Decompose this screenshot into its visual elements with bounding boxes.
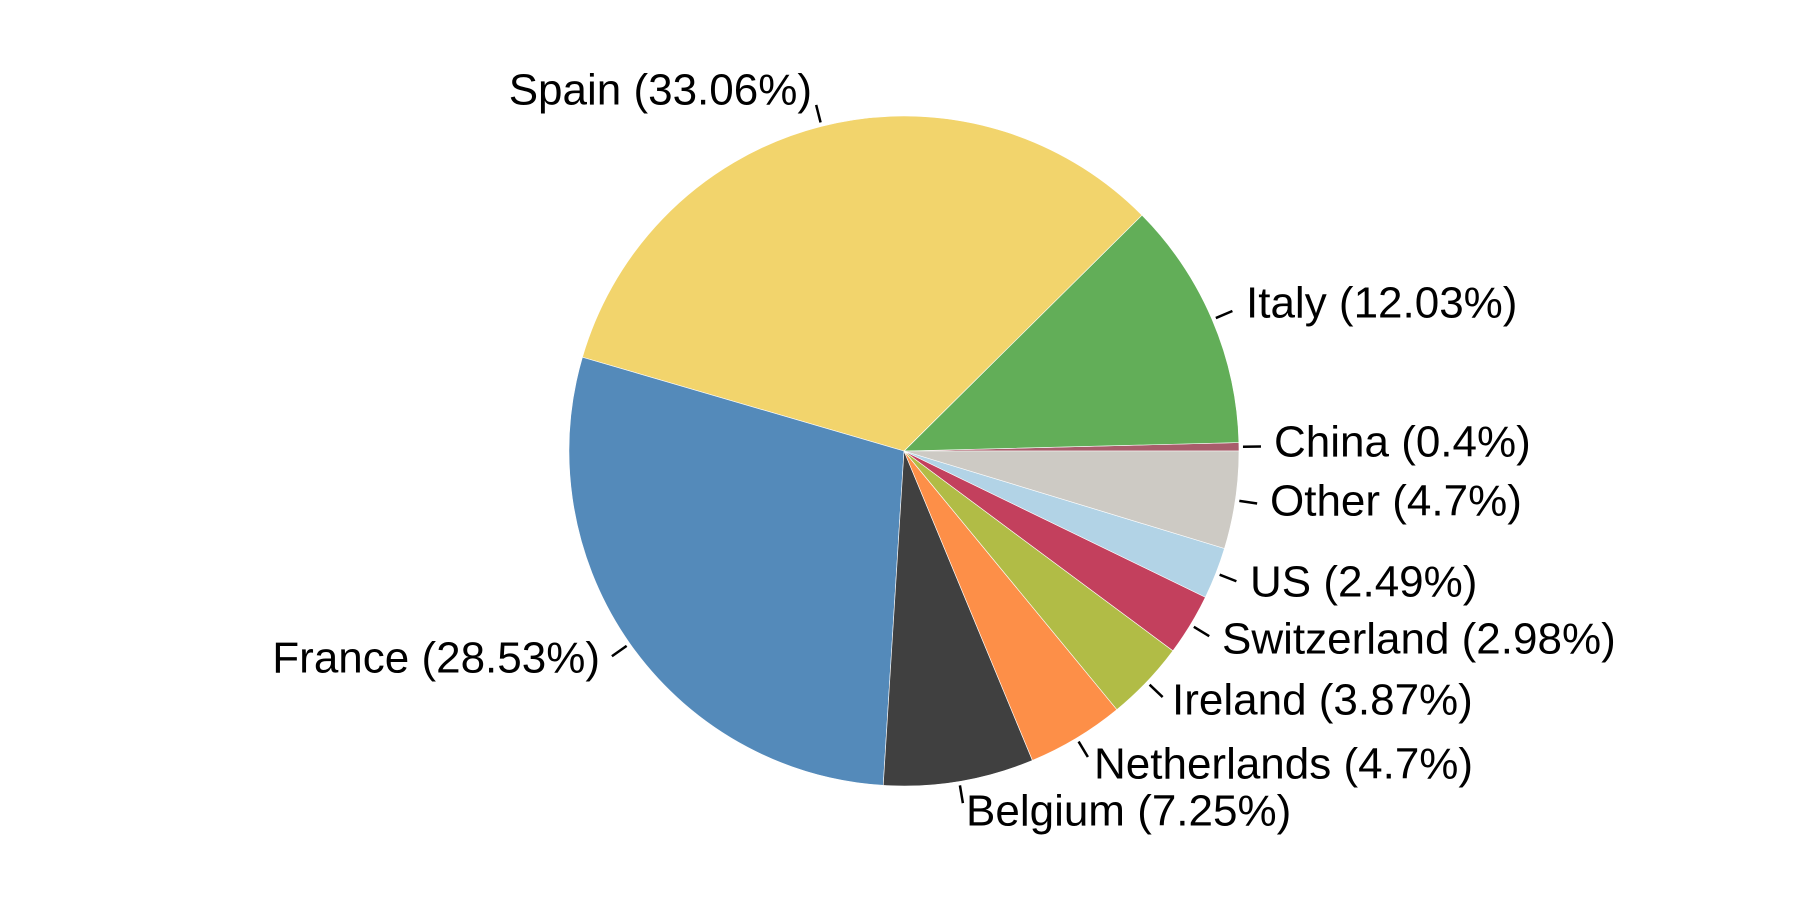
leader-line-france — [611, 644, 628, 658]
leader-line-netherlands — [1077, 740, 1089, 758]
slice-label-france: France (28.53%) — [272, 634, 600, 683]
pie-slice-italy — [903, 214, 1240, 452]
slice-label-us: US (2.49%) — [1250, 558, 1477, 607]
leader-line-us — [1219, 573, 1237, 583]
slice-label-switzerland: Switzerland (2.98%) — [1222, 615, 1616, 664]
leader-line-belgium — [958, 785, 965, 804]
slice-label-other: Other (4.7%) — [1270, 477, 1522, 526]
slice-label-china: China (0.4%) — [1274, 418, 1531, 467]
leader-line-spain — [814, 104, 822, 123]
slice-label-netherlands: Netherlands (4.7%) — [1094, 740, 1473, 789]
label-leader-lines — [611, 104, 1261, 804]
leader-line-switzerland — [1193, 625, 1210, 638]
slice-label-italy: Italy (12.03%) — [1246, 279, 1517, 328]
slice-labels: China (0.4%) Italy (12.03%) Spain (33.06%)… — [272, 66, 1615, 836]
slice-label-spain: Spain (33.06%) — [509, 66, 812, 115]
pie-slices — [568, 115, 1240, 787]
leader-line-italy — [1215, 309, 1233, 320]
pie-slice-france — [568, 356, 905, 786]
leader-line-ireland — [1148, 683, 1164, 698]
pie-slice-spain — [582, 115, 1143, 452]
slice-label-belgium: Belgium (7.25%) — [966, 787, 1291, 836]
leader-line-other — [1239, 499, 1258, 505]
pie-slice-other — [903, 450, 1240, 549]
pie-slice-belgium — [882, 450, 1033, 787]
slice-label-ireland: Ireland (3.87%) — [1172, 676, 1473, 725]
